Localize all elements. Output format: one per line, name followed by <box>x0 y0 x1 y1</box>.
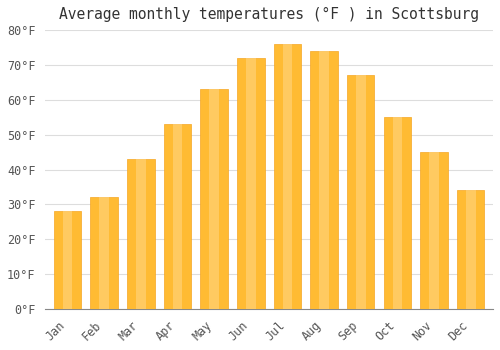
Bar <box>200 89 228 309</box>
Bar <box>136 159 145 309</box>
Bar <box>282 44 292 309</box>
Bar <box>310 51 338 309</box>
Bar <box>356 75 366 309</box>
Bar <box>90 197 118 309</box>
Bar <box>54 211 82 309</box>
Bar <box>466 190 475 309</box>
Bar <box>210 89 219 309</box>
Bar <box>420 152 448 309</box>
Bar <box>429 152 439 309</box>
Bar <box>274 44 301 309</box>
Bar <box>347 75 374 309</box>
Bar <box>320 51 329 309</box>
Bar <box>246 58 256 309</box>
Bar <box>62 211 72 309</box>
Bar <box>237 58 264 309</box>
Bar <box>127 159 154 309</box>
Bar <box>457 190 484 309</box>
Bar <box>100 197 109 309</box>
Bar <box>384 117 411 309</box>
Bar <box>164 124 191 309</box>
Bar <box>172 124 182 309</box>
Bar <box>392 117 402 309</box>
Title: Average monthly temperatures (°F ) in Scottsburg: Average monthly temperatures (°F ) in Sc… <box>59 7 479 22</box>
